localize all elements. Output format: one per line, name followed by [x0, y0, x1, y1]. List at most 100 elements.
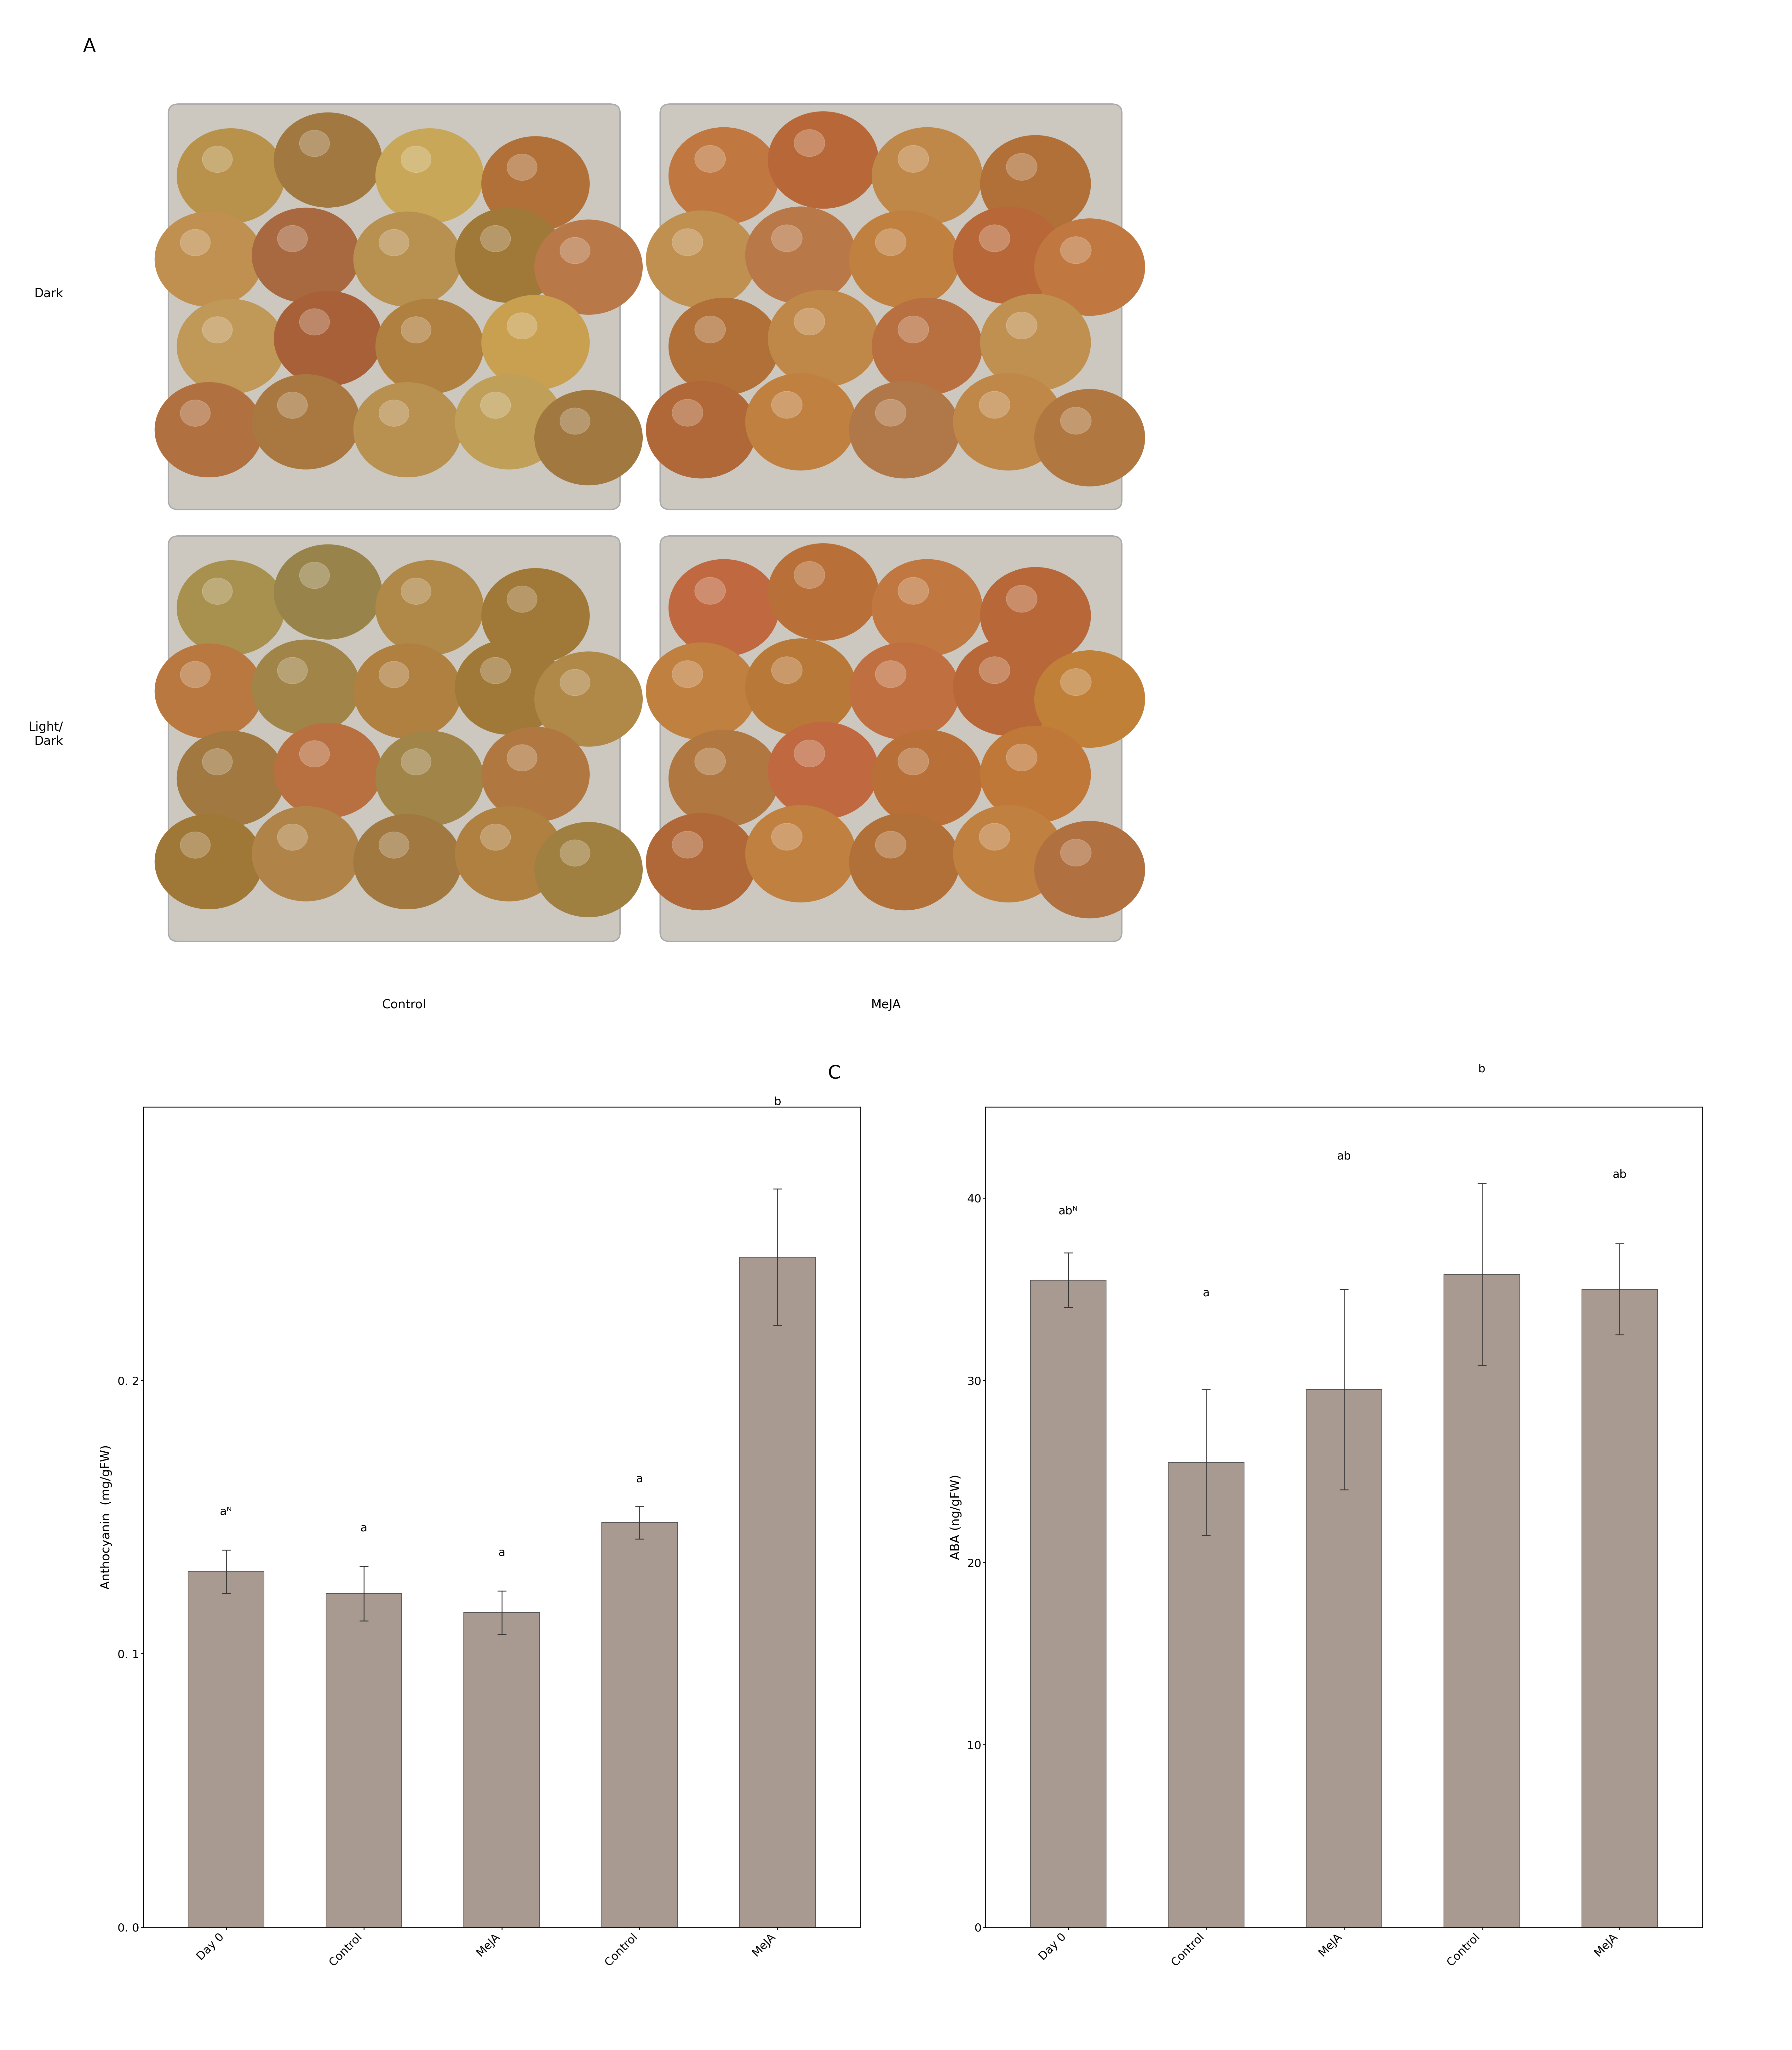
Circle shape	[455, 640, 563, 734]
Circle shape	[1061, 408, 1091, 435]
Circle shape	[376, 129, 484, 223]
Circle shape	[480, 824, 511, 851]
Bar	[1582, 1289, 1658, 1927]
Circle shape	[695, 578, 726, 605]
Bar	[740, 1257, 815, 1927]
Circle shape	[482, 295, 590, 390]
Circle shape	[874, 230, 907, 256]
Text: a: a	[636, 1474, 643, 1484]
Circle shape	[154, 814, 263, 908]
Circle shape	[181, 662, 210, 689]
Bar	[326, 1593, 401, 1927]
Circle shape	[507, 154, 538, 180]
Circle shape	[1034, 650, 1145, 748]
Circle shape	[401, 146, 432, 172]
Circle shape	[980, 726, 1091, 822]
Bar	[1306, 1390, 1382, 1927]
Y-axis label: ABA (ng/gFW): ABA (ng/gFW)	[950, 1474, 962, 1560]
Circle shape	[378, 400, 409, 426]
Circle shape	[278, 824, 308, 851]
Text: Control: Control	[382, 998, 426, 1011]
Circle shape	[274, 113, 382, 207]
Circle shape	[771, 392, 803, 418]
Circle shape	[480, 226, 511, 252]
Y-axis label: Anthocyanin  (mg/gFW): Anthocyanin (mg/gFW)	[100, 1445, 113, 1589]
Circle shape	[874, 400, 907, 426]
Circle shape	[482, 728, 590, 822]
Circle shape	[672, 660, 702, 687]
Circle shape	[898, 578, 928, 605]
Circle shape	[1061, 668, 1091, 695]
Circle shape	[953, 373, 1064, 469]
Circle shape	[794, 308, 824, 334]
Circle shape	[849, 814, 961, 910]
Circle shape	[745, 373, 857, 469]
Circle shape	[771, 656, 803, 685]
Circle shape	[278, 392, 308, 418]
Circle shape	[980, 568, 1091, 664]
Circle shape	[794, 740, 824, 767]
Circle shape	[1034, 219, 1145, 316]
Circle shape	[181, 230, 210, 256]
Circle shape	[771, 226, 803, 252]
Circle shape	[455, 806, 563, 902]
Text: ab: ab	[1337, 1150, 1351, 1162]
Circle shape	[507, 586, 538, 613]
Circle shape	[873, 560, 982, 656]
Text: A: A	[82, 37, 95, 55]
Circle shape	[559, 408, 590, 435]
Circle shape	[695, 748, 726, 775]
Circle shape	[253, 375, 360, 469]
Circle shape	[695, 146, 726, 172]
Circle shape	[181, 832, 210, 859]
Circle shape	[873, 127, 982, 223]
Circle shape	[769, 111, 878, 209]
Circle shape	[177, 129, 285, 223]
Circle shape	[181, 400, 210, 426]
Circle shape	[353, 644, 462, 738]
Circle shape	[1007, 744, 1038, 771]
Circle shape	[953, 806, 1064, 902]
Circle shape	[177, 560, 285, 656]
Circle shape	[202, 316, 233, 342]
Circle shape	[480, 392, 511, 418]
Circle shape	[507, 312, 538, 338]
Circle shape	[401, 748, 432, 775]
Circle shape	[849, 211, 961, 308]
Circle shape	[1007, 154, 1038, 180]
Circle shape	[980, 293, 1091, 392]
Circle shape	[769, 543, 878, 640]
FancyBboxPatch shape	[659, 535, 1122, 941]
Circle shape	[771, 824, 803, 851]
Circle shape	[299, 740, 330, 767]
Circle shape	[898, 146, 928, 172]
Circle shape	[873, 730, 982, 826]
Circle shape	[480, 658, 511, 685]
Circle shape	[1061, 838, 1091, 867]
Circle shape	[353, 211, 462, 308]
Circle shape	[898, 748, 928, 775]
Circle shape	[953, 640, 1064, 736]
Circle shape	[274, 291, 382, 385]
Circle shape	[745, 640, 857, 736]
Text: a: a	[498, 1548, 505, 1558]
Circle shape	[668, 560, 780, 656]
Circle shape	[154, 211, 263, 308]
Circle shape	[378, 230, 409, 256]
Circle shape	[299, 310, 330, 336]
Circle shape	[378, 832, 409, 859]
Circle shape	[559, 238, 590, 264]
Circle shape	[202, 146, 233, 172]
Bar	[602, 1523, 677, 1927]
Circle shape	[1034, 822, 1145, 918]
Circle shape	[849, 642, 961, 740]
Circle shape	[874, 830, 907, 859]
Circle shape	[278, 226, 308, 252]
Circle shape	[376, 732, 484, 826]
Text: a: a	[1202, 1287, 1210, 1298]
Circle shape	[978, 656, 1011, 685]
Circle shape	[647, 814, 756, 910]
Circle shape	[534, 219, 643, 314]
Circle shape	[874, 660, 907, 687]
Circle shape	[353, 814, 462, 908]
